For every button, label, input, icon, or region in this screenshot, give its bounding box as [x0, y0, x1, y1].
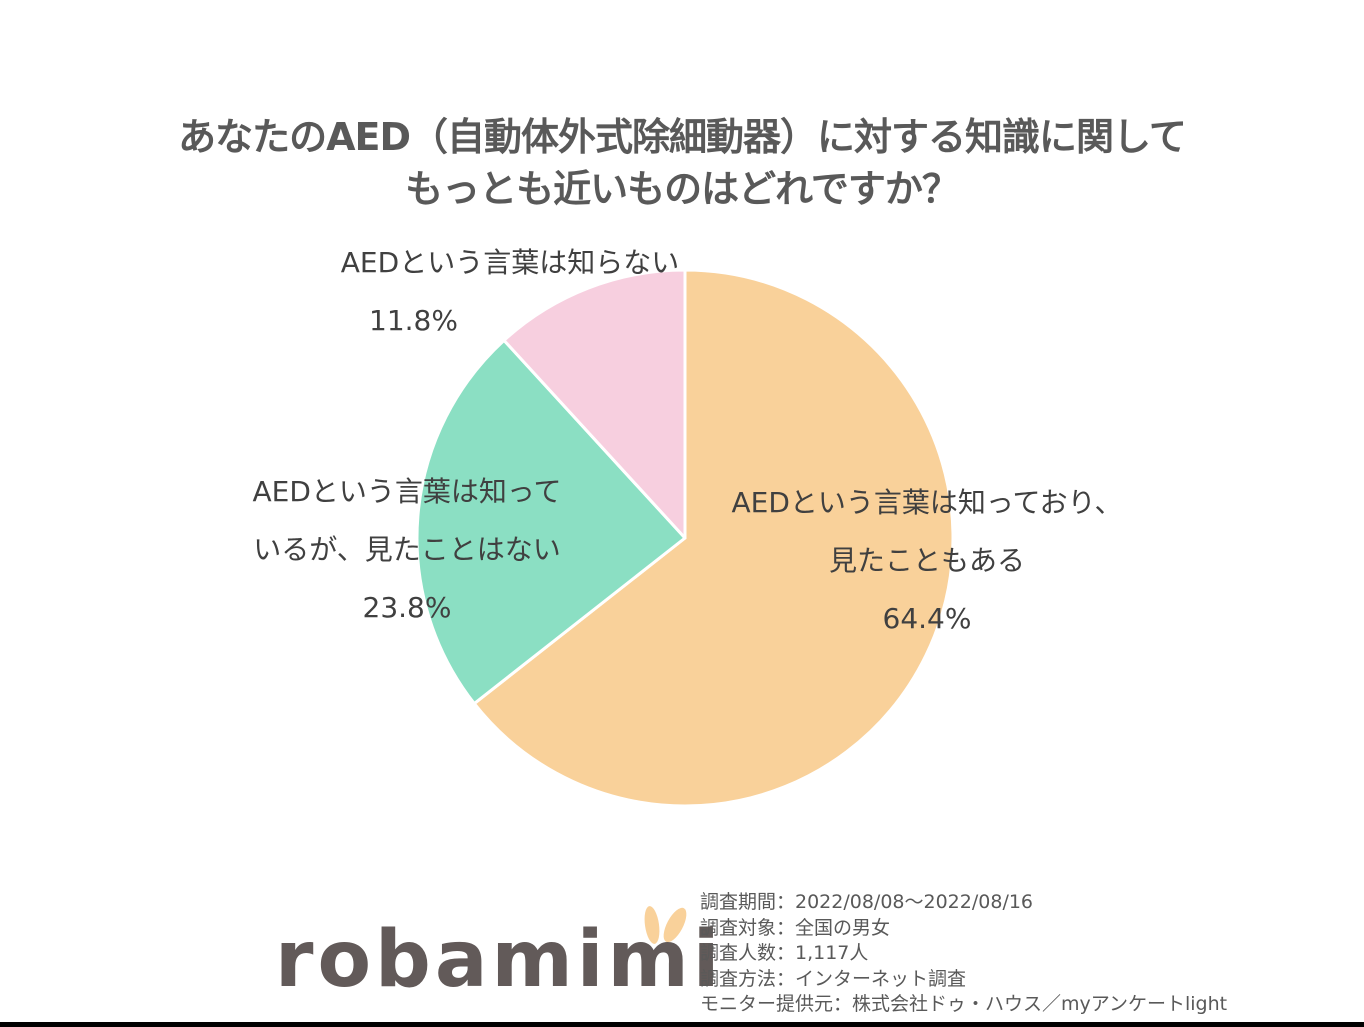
slice-label-known-not-seen: AEDという言葉は知って いるが、見たことはない 23.8% [222, 463, 592, 637]
survey-provider: モニター提供元：株式会社ドゥ・ハウス／myアンケートlight [700, 993, 1228, 1015]
slice-label-not-known: AEDという言葉は知らない 11.8% [300, 234, 720, 350]
survey-target: 調査対象：全国の男女 [700, 916, 891, 939]
slice-label-text: AEDという言葉は知っており、 [731, 486, 1123, 519]
survey-info: 調査期間：2022/08/08～2022/08/16 調査対象：全国の男女 調査… [700, 890, 1227, 1018]
slice-label-percent: 23.8% [362, 591, 452, 624]
survey-count: 調査人数：1,117人 [700, 942, 869, 964]
slice-known-and-seen [472, 268, 955, 808]
survey-period: 調査期間：2022/08/08～2022/08/16 [700, 891, 1034, 913]
slice-label-text: 見たこともある [828, 544, 1025, 577]
slice-label-percent: 64.4% [882, 602, 972, 635]
slice-not-known [502, 268, 687, 540]
slice-label-known-and-seen: AEDという言葉は知っており、 見たこともある 64.4% [702, 474, 1152, 648]
chart-title-line1: あなたのAED（自動体外式除細動器）に対する知識に関して [178, 115, 1187, 159]
chart-title-line2: もっとも近いものはどれですか？ [405, 167, 960, 211]
slice-label-text: AEDという言葉は知らない [340, 246, 680, 279]
slice-label-percent: 11.8% [369, 304, 458, 337]
slice-label-text: いるが、見たことはない [253, 533, 561, 566]
robamimi-logo: robamimi [275, 915, 724, 1005]
slice-known-not-seen [415, 338, 687, 706]
slice-label-text: AEDという言葉は知って [252, 475, 562, 508]
bottom-border [0, 1022, 1364, 1027]
survey-method: 調査方法：インターネット調査 [700, 967, 967, 990]
